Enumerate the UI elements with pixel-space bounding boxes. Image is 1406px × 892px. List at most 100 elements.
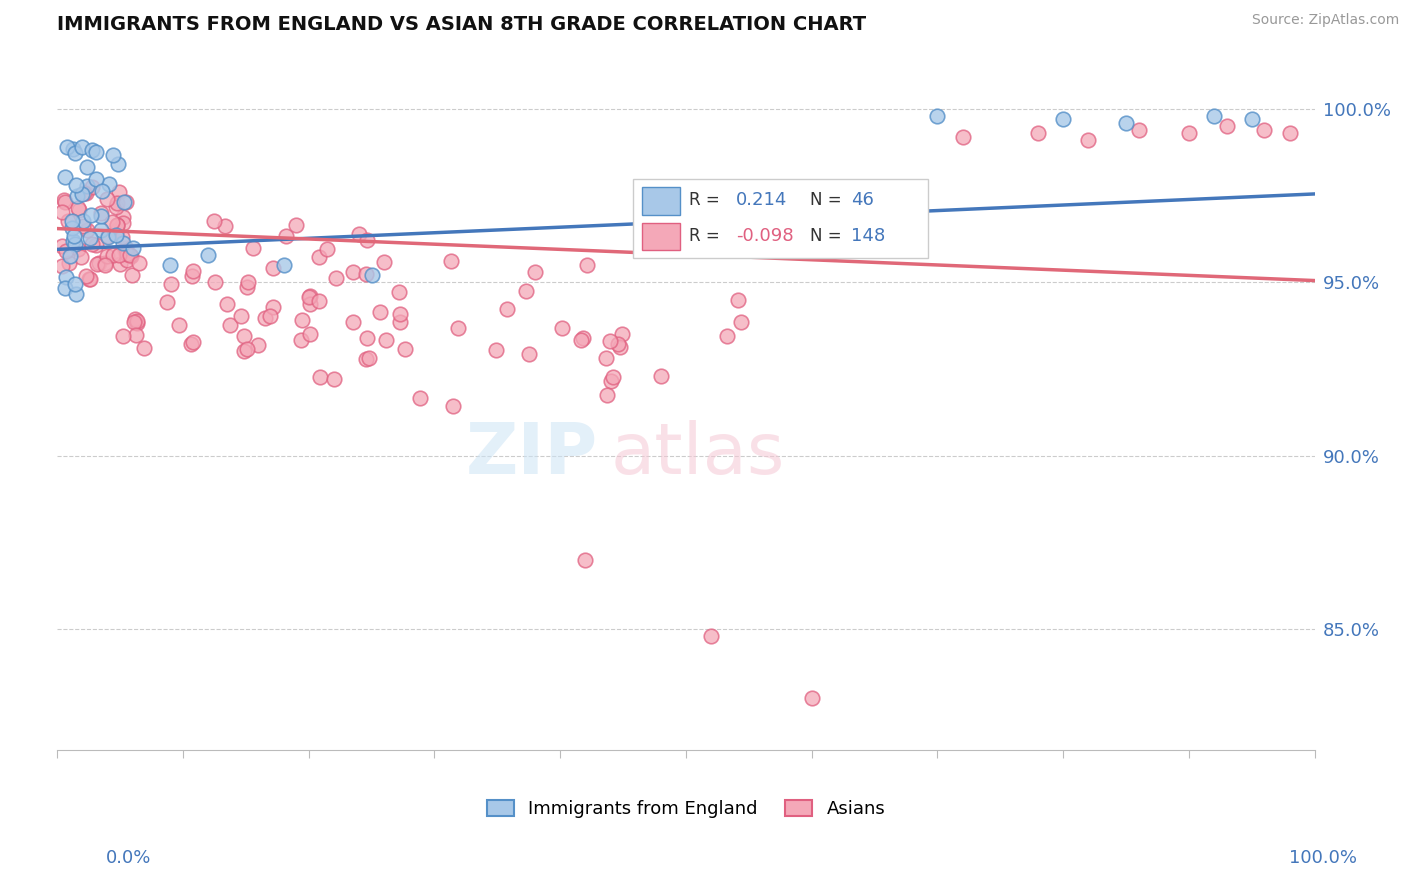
Point xyxy=(110,230,132,244)
Point xyxy=(108,248,131,262)
Text: -0.098: -0.098 xyxy=(737,227,794,245)
Point xyxy=(595,351,617,366)
Point xyxy=(368,305,391,319)
Point xyxy=(53,281,76,295)
Point xyxy=(63,277,86,291)
Point xyxy=(551,321,574,335)
Point xyxy=(342,265,364,279)
Point xyxy=(285,219,308,233)
Point xyxy=(56,140,79,154)
Point xyxy=(97,230,120,244)
Point xyxy=(599,334,621,348)
Point xyxy=(96,192,118,206)
Point xyxy=(1026,126,1049,140)
Point xyxy=(91,184,114,198)
Text: N =: N = xyxy=(810,227,842,245)
Point xyxy=(120,249,142,263)
Point xyxy=(96,228,118,243)
Point xyxy=(375,333,398,347)
Point xyxy=(730,314,752,328)
Point xyxy=(79,208,101,222)
Point xyxy=(159,258,181,272)
Point xyxy=(259,309,281,323)
Point xyxy=(62,234,84,248)
Point xyxy=(1253,123,1275,137)
Text: N =: N = xyxy=(810,192,842,210)
Bar xyxy=(643,187,681,215)
Point xyxy=(59,249,82,263)
Point xyxy=(389,315,412,329)
Point xyxy=(254,310,277,325)
Point xyxy=(67,242,90,256)
Point xyxy=(496,301,519,316)
Point xyxy=(1215,120,1237,134)
Point xyxy=(62,142,84,156)
Point xyxy=(308,294,330,309)
Point xyxy=(181,264,204,278)
Point xyxy=(325,271,347,285)
Point xyxy=(408,391,430,405)
Point xyxy=(204,275,226,289)
Point xyxy=(700,629,723,643)
Point xyxy=(356,233,378,247)
Text: 100.0%: 100.0% xyxy=(1289,849,1357,867)
Point xyxy=(90,223,112,237)
Point xyxy=(112,235,135,250)
Point xyxy=(354,351,377,366)
Point xyxy=(569,333,592,347)
Point xyxy=(373,255,395,269)
Point xyxy=(342,315,364,329)
Point xyxy=(1278,126,1301,140)
Point xyxy=(602,370,624,384)
Point xyxy=(51,239,73,253)
Text: 0.0%: 0.0% xyxy=(105,849,150,867)
Point xyxy=(124,312,146,326)
Point xyxy=(356,331,378,345)
Point xyxy=(79,272,101,286)
Point xyxy=(600,374,623,388)
Point xyxy=(121,268,143,283)
Point xyxy=(115,247,138,261)
Point xyxy=(169,318,191,332)
Point xyxy=(67,202,90,217)
Point xyxy=(231,309,253,323)
Point xyxy=(67,201,90,215)
Point xyxy=(108,257,131,271)
Point xyxy=(112,329,135,343)
Text: atlas: atlas xyxy=(610,420,785,489)
FancyBboxPatch shape xyxy=(633,179,928,258)
Point xyxy=(440,254,463,268)
Point xyxy=(66,189,89,203)
Point xyxy=(360,268,382,283)
Point xyxy=(65,178,87,193)
Point xyxy=(1240,112,1263,127)
Point xyxy=(524,265,547,279)
Point xyxy=(309,370,332,384)
Point xyxy=(1077,133,1099,147)
Point xyxy=(82,143,104,157)
Point xyxy=(53,169,76,184)
Point xyxy=(132,342,155,356)
Point xyxy=(65,286,87,301)
Text: 0.214: 0.214 xyxy=(737,192,787,210)
Point xyxy=(60,214,83,228)
Text: R =: R = xyxy=(689,192,720,210)
Point xyxy=(127,316,149,330)
Point xyxy=(1202,109,1225,123)
Point xyxy=(183,334,205,349)
Point xyxy=(76,223,98,237)
Point xyxy=(308,250,330,264)
Point xyxy=(298,297,321,311)
Point xyxy=(104,201,127,215)
Point xyxy=(571,331,593,345)
Point xyxy=(53,194,76,209)
Point xyxy=(70,186,93,201)
Point xyxy=(927,109,949,123)
Point xyxy=(349,227,371,241)
Point xyxy=(70,250,93,264)
Point xyxy=(56,213,79,227)
Point xyxy=(274,229,297,244)
Point xyxy=(262,260,284,275)
Point xyxy=(84,238,107,252)
Point xyxy=(574,552,596,566)
